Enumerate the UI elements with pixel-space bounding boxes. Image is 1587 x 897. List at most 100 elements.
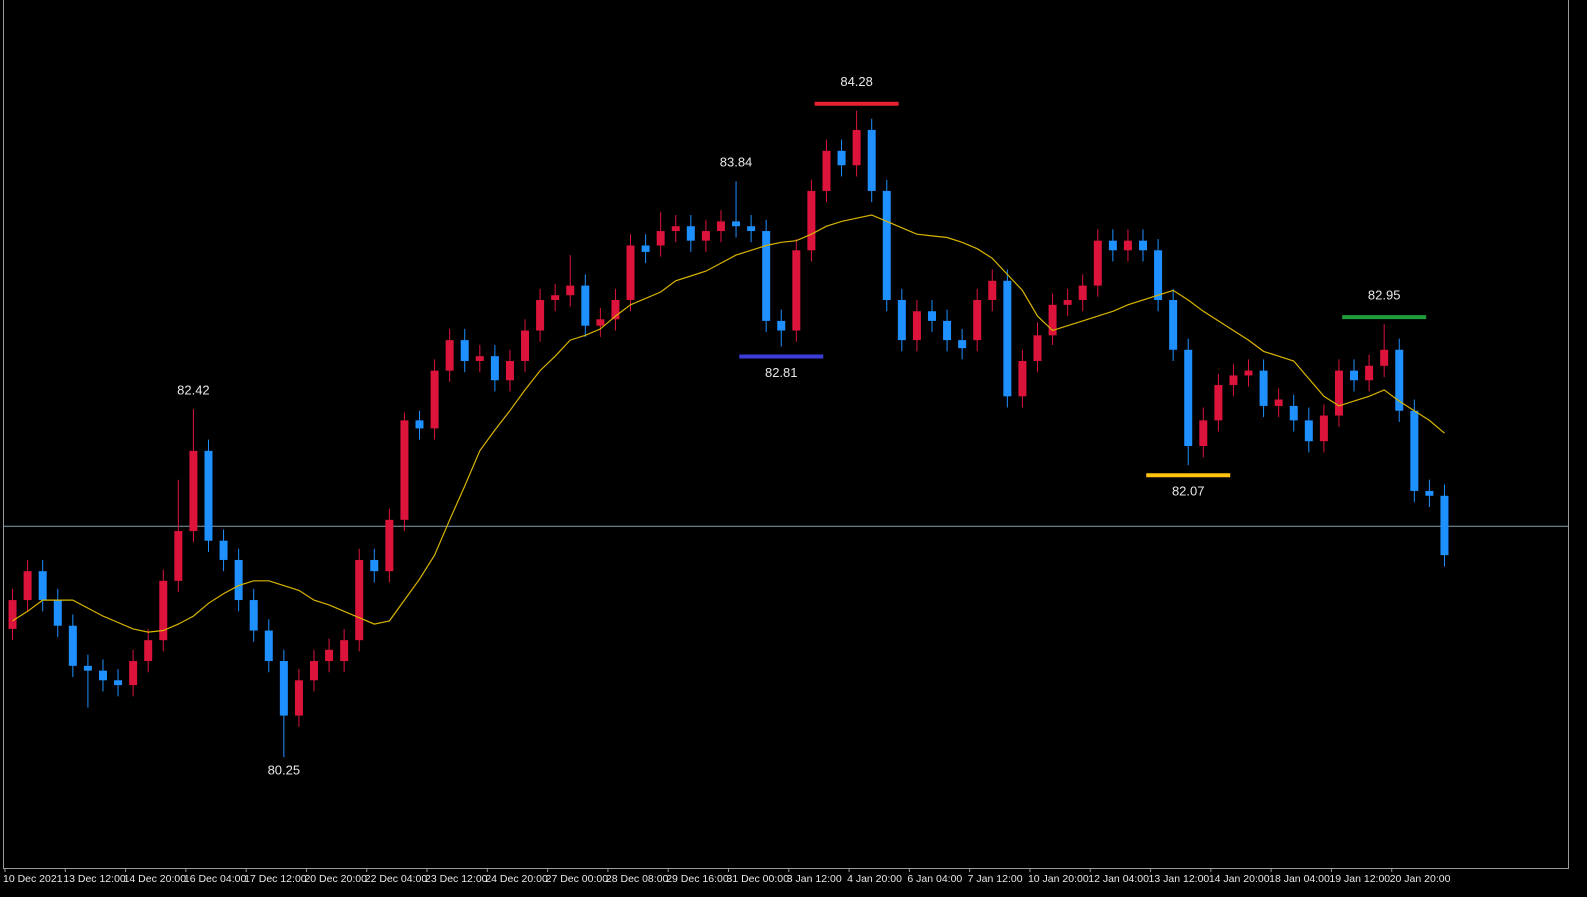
candle-body (837, 150, 846, 166)
candle-body (671, 226, 680, 232)
candle-body (1274, 399, 1283, 406)
candle-body (144, 640, 153, 662)
price-annotation: 82.81 (765, 365, 798, 380)
candle-body (1304, 420, 1313, 442)
candle-body (732, 221, 741, 227)
x-tick-label: 20 Jan 20:00 (1390, 873, 1451, 885)
x-tick-label: 13 Dec 12:00 (63, 873, 126, 885)
candle-body (460, 340, 469, 361)
price-annotation: 82.42 (177, 383, 210, 398)
candle-body (279, 661, 288, 716)
candle-body (1259, 370, 1268, 406)
candle-body (701, 231, 710, 241)
x-tick-label: 16 Dec 04:00 (184, 873, 247, 885)
x-tick-label: 28 Dec 08:00 (606, 873, 669, 885)
candle-body (566, 285, 575, 296)
candle-body (1108, 240, 1117, 251)
price-annotation: 84.28 (840, 74, 873, 89)
candle-body (1319, 415, 1328, 442)
price-annotation: 82.07 (1172, 484, 1205, 499)
candle-body (1048, 304, 1057, 336)
candle-body (309, 661, 318, 681)
candle-body (912, 311, 921, 341)
candle-body (1289, 405, 1298, 421)
candle-body (852, 129, 861, 166)
x-tick-label: 6 Jan 04:00 (907, 873, 962, 885)
candle-body (1229, 375, 1238, 386)
candle-body (1365, 365, 1374, 381)
x-tick-label: 12 Jan 04:00 (1088, 873, 1149, 885)
candle-body (747, 226, 756, 232)
candle-body (159, 580, 168, 641)
candle-body (129, 661, 138, 686)
candle-body (792, 250, 801, 331)
candle-body (490, 356, 499, 381)
candle-body (581, 285, 590, 326)
x-tick-label: 17 Dec 12:00 (244, 873, 307, 885)
x-tick-label: 10 Jan 20:00 (1028, 873, 1089, 885)
candle-body (882, 190, 891, 301)
candle-body (1139, 240, 1148, 251)
candle-body (249, 600, 258, 631)
x-tick-label: 19 Jan 12:00 (1329, 873, 1390, 885)
candle-body (626, 245, 635, 301)
moving-average (12, 214, 1445, 633)
candle-body (415, 420, 424, 429)
price-annotation: 82.95 (1368, 288, 1401, 303)
x-tick-label: 14 Jan 20:00 (1209, 873, 1270, 885)
candle-body (1018, 360, 1027, 397)
candle-body (927, 311, 936, 321)
candle-body (1003, 280, 1012, 397)
x-tick-label: 3 Jan 12:00 (787, 873, 842, 885)
candle-body (822, 150, 831, 191)
x-tick-label: 27 Dec 00:00 (546, 873, 609, 885)
candle-body (611, 300, 620, 320)
candle-body (8, 600, 17, 629)
candle-body (204, 450, 213, 541)
x-tick-label: 22 Dec 04:00 (365, 873, 428, 885)
x-tick-label: 31 Dec 00:00 (727, 873, 790, 885)
candle-body (686, 226, 695, 241)
candle-body (716, 221, 725, 232)
x-tick-label: 20 Dec 20:00 (304, 873, 367, 885)
candle-body (1093, 240, 1102, 286)
candle-body (641, 245, 650, 252)
candle-body (219, 540, 228, 560)
candle-body (973, 300, 982, 341)
candle-body (264, 630, 273, 662)
candle-body (867, 129, 876, 191)
candle-body (98, 670, 107, 681)
price-annotation: 83.84 (720, 155, 753, 170)
candle-body (475, 356, 484, 361)
candle-body (114, 680, 123, 686)
candle-body (53, 600, 62, 626)
candle-body (1169, 300, 1178, 350)
candle-body (430, 370, 439, 429)
x-tick-label: 13 Jan 12:00 (1149, 873, 1210, 885)
candle-body (596, 319, 605, 326)
candle-body (1199, 420, 1208, 447)
x-tick-label: 24 Dec 20:00 (485, 873, 548, 885)
candle-body (1410, 410, 1419, 491)
x-tick-label: 4 Jan 20:00 (847, 873, 902, 885)
candle-body (355, 559, 364, 641)
candle-body (1350, 370, 1359, 381)
candle-body (1063, 300, 1072, 305)
candle-body (400, 420, 409, 520)
candle-body (988, 280, 997, 301)
candle-body (23, 571, 32, 601)
candle-body (536, 300, 545, 331)
candle-body (958, 340, 967, 349)
candle-body (1440, 495, 1449, 556)
candle-body (445, 340, 454, 371)
candle-body (294, 680, 303, 716)
candle-body (943, 320, 952, 341)
candle-body (370, 559, 379, 572)
x-tick-label: 14 Dec 20:00 (124, 873, 187, 885)
x-tick-label: 29 Dec 16:00 (666, 873, 729, 885)
candle-body (1154, 250, 1163, 301)
candle-body (1078, 285, 1087, 301)
candle-body (68, 625, 77, 666)
